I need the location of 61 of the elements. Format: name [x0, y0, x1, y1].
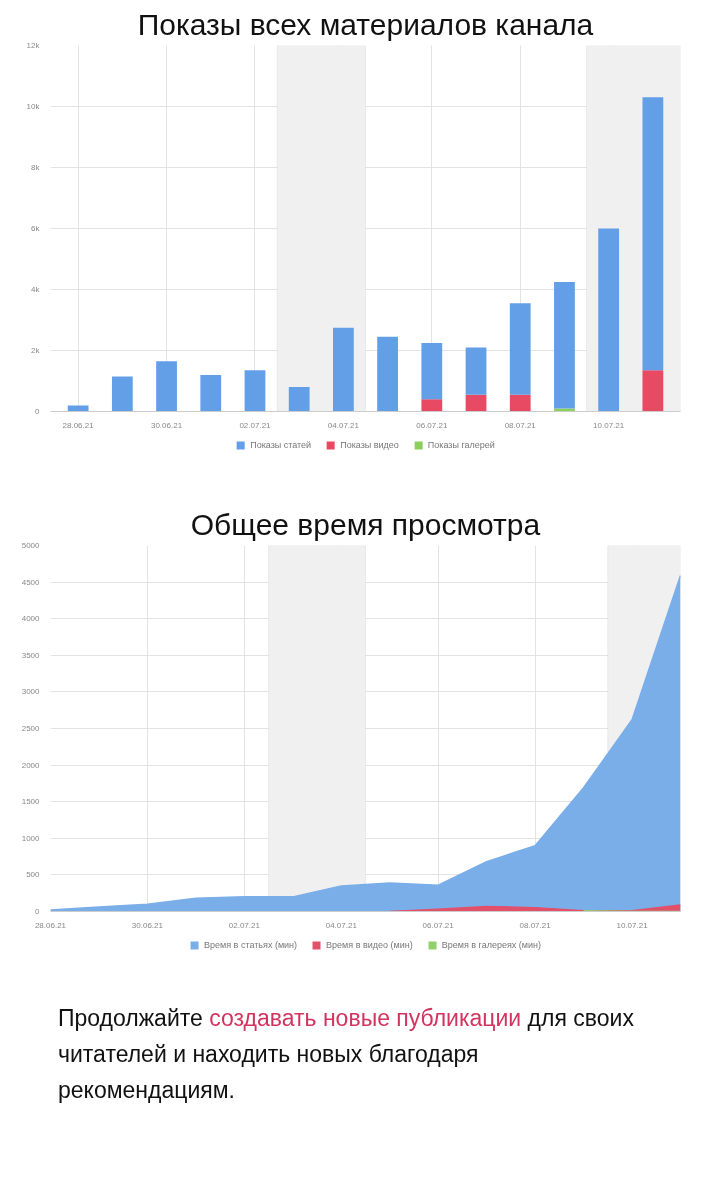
- legend-label: Время в видео (мин): [326, 940, 413, 950]
- legend-label: Показы видео: [340, 440, 399, 450]
- bar: [509, 394, 531, 412]
- x-tick-label: 30.06.21: [150, 420, 183, 430]
- y-tick-label: 4k: [31, 285, 41, 294]
- bar: [288, 387, 310, 412]
- bar: [377, 336, 398, 412]
- bar: [244, 370, 266, 412]
- y-tick-label: 3500: [21, 650, 41, 660]
- x-tick-label: 02.07.21: [239, 420, 272, 430]
- chart-title: Общее время просмотра: [190, 507, 541, 541]
- y-tick-label: 4500: [21, 577, 41, 587]
- x-tick-label: 02.07.21: [228, 920, 261, 930]
- x-tick-label: 10.07.21: [616, 920, 649, 930]
- x-tick-label: 06.07.21: [422, 920, 455, 930]
- bar: [642, 370, 664, 412]
- x-tick-label: 28.06.21: [62, 420, 95, 430]
- y-tick-label: 0: [35, 407, 41, 416]
- bar: [67, 405, 89, 412]
- bar: [509, 303, 531, 395]
- y-tick-label: 10k: [26, 102, 41, 111]
- bar: [598, 228, 620, 412]
- bar: [200, 374, 222, 412]
- x-tick-label: 28.06.21: [34, 920, 67, 930]
- bar: [554, 408, 575, 412]
- y-tick-label: 2000: [21, 760, 41, 770]
- y-tick-label: 2500: [21, 724, 41, 733]
- legend-label: Показы статей: [250, 440, 312, 450]
- bar: [111, 376, 133, 412]
- chart-title: Показы всех материалов канала: [137, 7, 594, 41]
- bar: [421, 342, 443, 400]
- legend-label: Время в галереях (мин): [441, 940, 541, 950]
- text: Продолжайте: [58, 1005, 203, 1031]
- bar: [421, 399, 443, 412]
- y-tick-label: 500: [26, 870, 41, 880]
- bar: [642, 97, 664, 371]
- text: создавать новые публикации: [209, 1005, 522, 1031]
- bar: [156, 361, 177, 412]
- y-tick-label: 4000: [21, 614, 41, 624]
- y-tick-label: 0: [35, 907, 41, 916]
- y-tick-label: 6k: [31, 224, 41, 233]
- y-tick-label: 1000: [21, 833, 41, 843]
- legend-label: Время в статьях (мин): [204, 940, 298, 950]
- legend-label: Показы галерей: [427, 440, 495, 450]
- x-tick-label: 10.07.21: [593, 420, 625, 430]
- bar: [465, 347, 487, 395]
- y-tick-label: 8k: [31, 163, 41, 172]
- x-tick-label: 04.07.21: [325, 920, 358, 930]
- x-tick-label: 08.07.21: [519, 920, 552, 930]
- x-tick-label: 04.07.21: [327, 420, 360, 430]
- y-tick-label: 12k: [26, 41, 41, 50]
- x-tick-label: 30.06.21: [131, 920, 164, 930]
- bar: [465, 394, 487, 412]
- x-tick-label: 08.07.21: [504, 420, 537, 430]
- y-tick-label: 1500: [21, 797, 41, 807]
- bar: [333, 327, 354, 412]
- y-tick-label: 2k: [31, 346, 41, 355]
- bar: [554, 281, 575, 409]
- y-tick-label: 3000: [21, 687, 41, 697]
- y-tick-label: 5000: [21, 541, 41, 550]
- x-tick-label: 06.07.21: [416, 420, 448, 430]
